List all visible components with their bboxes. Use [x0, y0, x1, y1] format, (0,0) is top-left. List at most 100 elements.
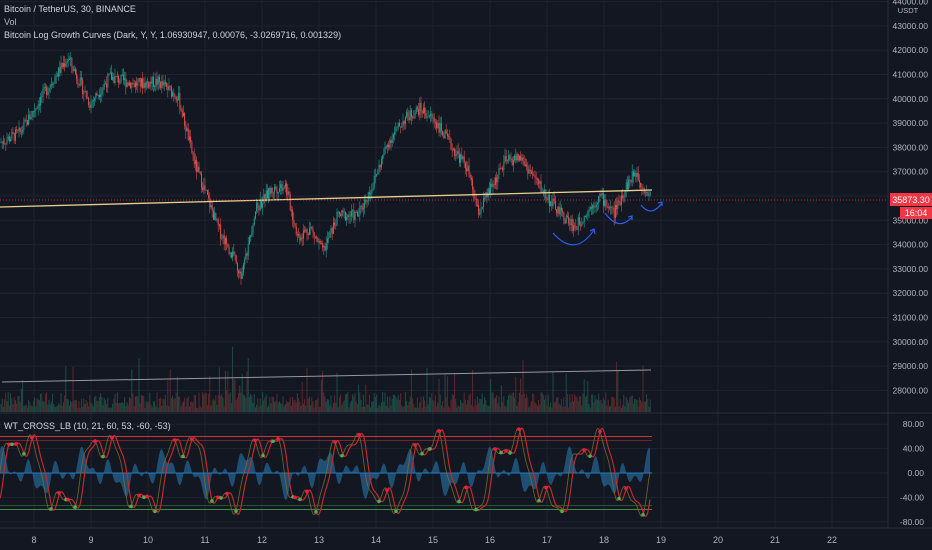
volume-bar	[82, 406, 84, 412]
volume-bar	[432, 400, 434, 412]
volume-bar	[36, 398, 38, 412]
volume-bar	[540, 392, 542, 412]
candle-body	[544, 189, 546, 193]
candle-body	[612, 207, 614, 209]
volume-bar	[222, 397, 224, 412]
volume-bar	[86, 402, 88, 412]
candle-body	[390, 139, 392, 143]
price-tick-label: 30000.00	[893, 337, 929, 347]
candle-body	[283, 187, 285, 189]
cross-marker	[110, 435, 114, 440]
candle-body	[282, 187, 284, 191]
annotation-arc-3[interactable]	[640, 202, 663, 212]
candle-body	[309, 227, 310, 235]
volume-bar	[42, 400, 44, 412]
candle-body	[160, 81, 162, 88]
volume-bar	[323, 392, 325, 412]
volume-bar	[259, 398, 261, 412]
candle-body	[361, 205, 363, 210]
volume-bar	[426, 368, 428, 412]
candle-body	[412, 116, 414, 118]
candle-body	[156, 78, 158, 85]
log-growth-curve-line[interactable]	[0, 189, 653, 208]
candle-body	[377, 172, 379, 175]
volume-bar	[13, 397, 15, 412]
candle-body	[33, 111, 34, 112]
volume-bar	[343, 400, 345, 412]
candle-body	[403, 121, 405, 124]
candle-body	[385, 146, 387, 148]
candle-body	[393, 134, 394, 139]
volume-bar	[437, 402, 439, 412]
cross-marker	[145, 494, 149, 499]
cross-marker	[537, 498, 541, 503]
candle-body	[594, 207, 596, 208]
volume-bar	[83, 398, 85, 412]
candle-body	[19, 127, 21, 132]
volume-bar	[434, 395, 436, 412]
volume-bar	[118, 403, 120, 412]
volume-bar	[414, 407, 416, 412]
volume-bar	[199, 405, 201, 412]
price-candles[interactable]	[0, 51, 651, 285]
volume-bar	[538, 399, 540, 412]
candle-body	[15, 129, 16, 141]
candle-body	[533, 174, 535, 176]
candle-body	[379, 164, 381, 168]
candle-body	[163, 82, 165, 86]
candle-body	[193, 155, 195, 165]
volume-bar	[277, 402, 279, 412]
candle-body	[549, 194, 550, 207]
oscillator-legend[interactable]: WT_CROSS_LB (10, 21, 60, 53, -60, -53)	[4, 421, 171, 431]
volume-bar	[605, 392, 607, 412]
candle-body	[340, 214, 342, 216]
candle-body	[255, 211, 256, 219]
oscillator-axis[interactable]: 80.00 40.00 0.00 -40.00 -80.00	[900, 419, 924, 527]
volume-bar	[637, 406, 639, 412]
candle-body	[351, 210, 352, 217]
annotation-arc-2[interactable]	[604, 212, 633, 225]
volume-bar	[202, 392, 204, 412]
volume-legend[interactable]: Vol	[4, 17, 17, 27]
candle-body	[408, 117, 410, 121]
volume-bar	[480, 399, 482, 412]
annotation-arc-1[interactable]	[552, 229, 595, 246]
symbol-legend[interactable]: Bitcoin / TetherUS, 30, BINANCE	[4, 4, 136, 14]
volume-bar	[7, 392, 9, 412]
volume-bar	[250, 394, 252, 412]
volume-bar	[412, 398, 414, 412]
volume-bar	[121, 402, 123, 412]
volume-bar	[479, 398, 481, 412]
candle-body	[330, 227, 332, 233]
candle-body	[622, 195, 624, 199]
volume-bar	[104, 399, 106, 412]
candle-body	[384, 146, 386, 154]
volume-bar	[294, 399, 296, 412]
volume-bar	[282, 396, 284, 412]
time-axis[interactable]: 8 9 10 11 12 13 14 15 16 17 18 19 20 21 22	[31, 535, 837, 545]
volume-bar	[91, 403, 93, 412]
cross-marker	[253, 438, 257, 443]
price-tick-label: 35000.00	[893, 215, 929, 225]
drawing-annotations[interactable]	[552, 201, 663, 246]
volume-bar	[316, 399, 318, 412]
volume-bar	[46, 392, 48, 412]
volume-bar	[242, 394, 244, 412]
candle-body	[417, 107, 418, 109]
candle-body	[123, 74, 124, 81]
candle-body	[107, 74, 109, 88]
volume-bar	[253, 394, 255, 412]
candle-body	[441, 123, 442, 131]
volume-bar	[215, 394, 217, 412]
volume-bar	[8, 405, 10, 412]
candle-body	[12, 132, 14, 134]
volume-bar	[145, 401, 147, 412]
volume-bar	[119, 403, 121, 412]
candle-body	[22, 130, 24, 132]
candle-body	[328, 237, 330, 239]
volume-bar	[522, 360, 524, 412]
candle-body	[624, 190, 626, 197]
candle-body	[274, 186, 276, 193]
indicator-legend[interactable]: Bitcoin Log Growth Curves (Dark, Y, Y, 1…	[4, 30, 342, 40]
